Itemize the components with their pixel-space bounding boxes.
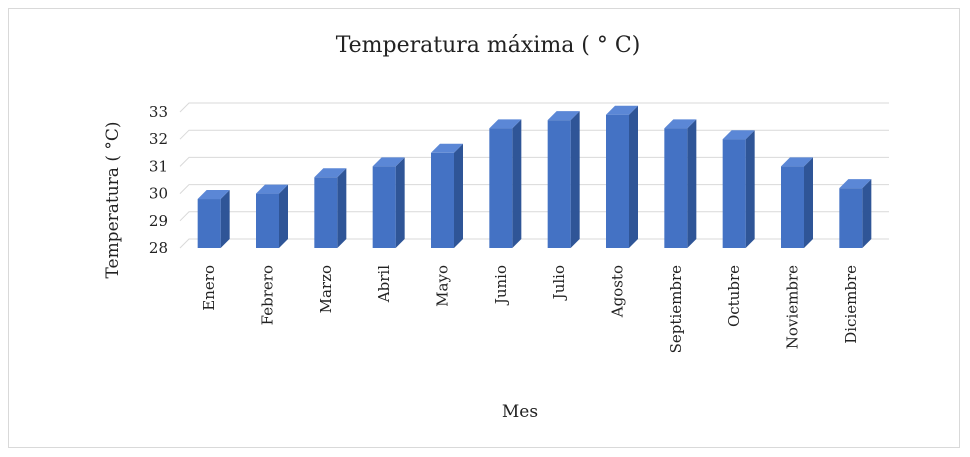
y-tick-label: 29 [149, 212, 168, 230]
grid-line [179, 102, 889, 113]
bar [606, 105, 638, 248]
bar [314, 168, 347, 248]
grid-line [179, 184, 889, 194]
chart-title: Temperatura máxima ( ° C) [336, 33, 641, 58]
x-tick-label: Septiembre [667, 265, 685, 353]
bar [197, 190, 230, 248]
x-tick-label: Julio [550, 265, 568, 301]
bar [372, 157, 405, 248]
x-tick-label: Marzo [317, 265, 335, 313]
x-tick-label: Febrero [259, 265, 277, 325]
x-tick-label: Junio [492, 265, 510, 306]
bar [489, 119, 522, 248]
x-tick-label: Noviembre [784, 265, 802, 349]
grid-line [179, 211, 889, 222]
y-axis-title: Temperatura ( °C) [103, 121, 123, 278]
y-tick-label: 33 [149, 103, 168, 121]
y-tick-label: 30 [149, 185, 168, 203]
x-tick-label: Abril [375, 265, 393, 303]
bar [431, 143, 463, 248]
grid-line [179, 238, 889, 249]
grid-lines [179, 102, 889, 249]
grid-line [179, 129, 889, 140]
bar [781, 157, 813, 248]
x-tick-label: Enero [200, 265, 218, 311]
x-tick-label: Mayo [434, 265, 452, 307]
x-tick-labels: Enero Febrero Marzo Abril Mayo Junio Julio Agos… [200, 265, 860, 354]
bars [197, 105, 872, 248]
y-tick-labels: 28 29 30 31 32 33 [149, 103, 168, 257]
bar [722, 130, 755, 248]
x-axis-title: Mes [502, 402, 538, 422]
bar [839, 179, 872, 248]
x-tick-label: Octubre [725, 265, 743, 327]
y-tick-label: 31 [149, 157, 168, 175]
y-tick-label: 32 [149, 130, 168, 148]
bar [256, 184, 288, 248]
x-tick-label: Agosto [609, 265, 627, 318]
grid-line [179, 156, 889, 167]
bar [664, 119, 697, 248]
y-tick-label: 28 [149, 239, 168, 257]
x-tick-label: Diciembre [842, 265, 860, 344]
bar [547, 111, 580, 248]
